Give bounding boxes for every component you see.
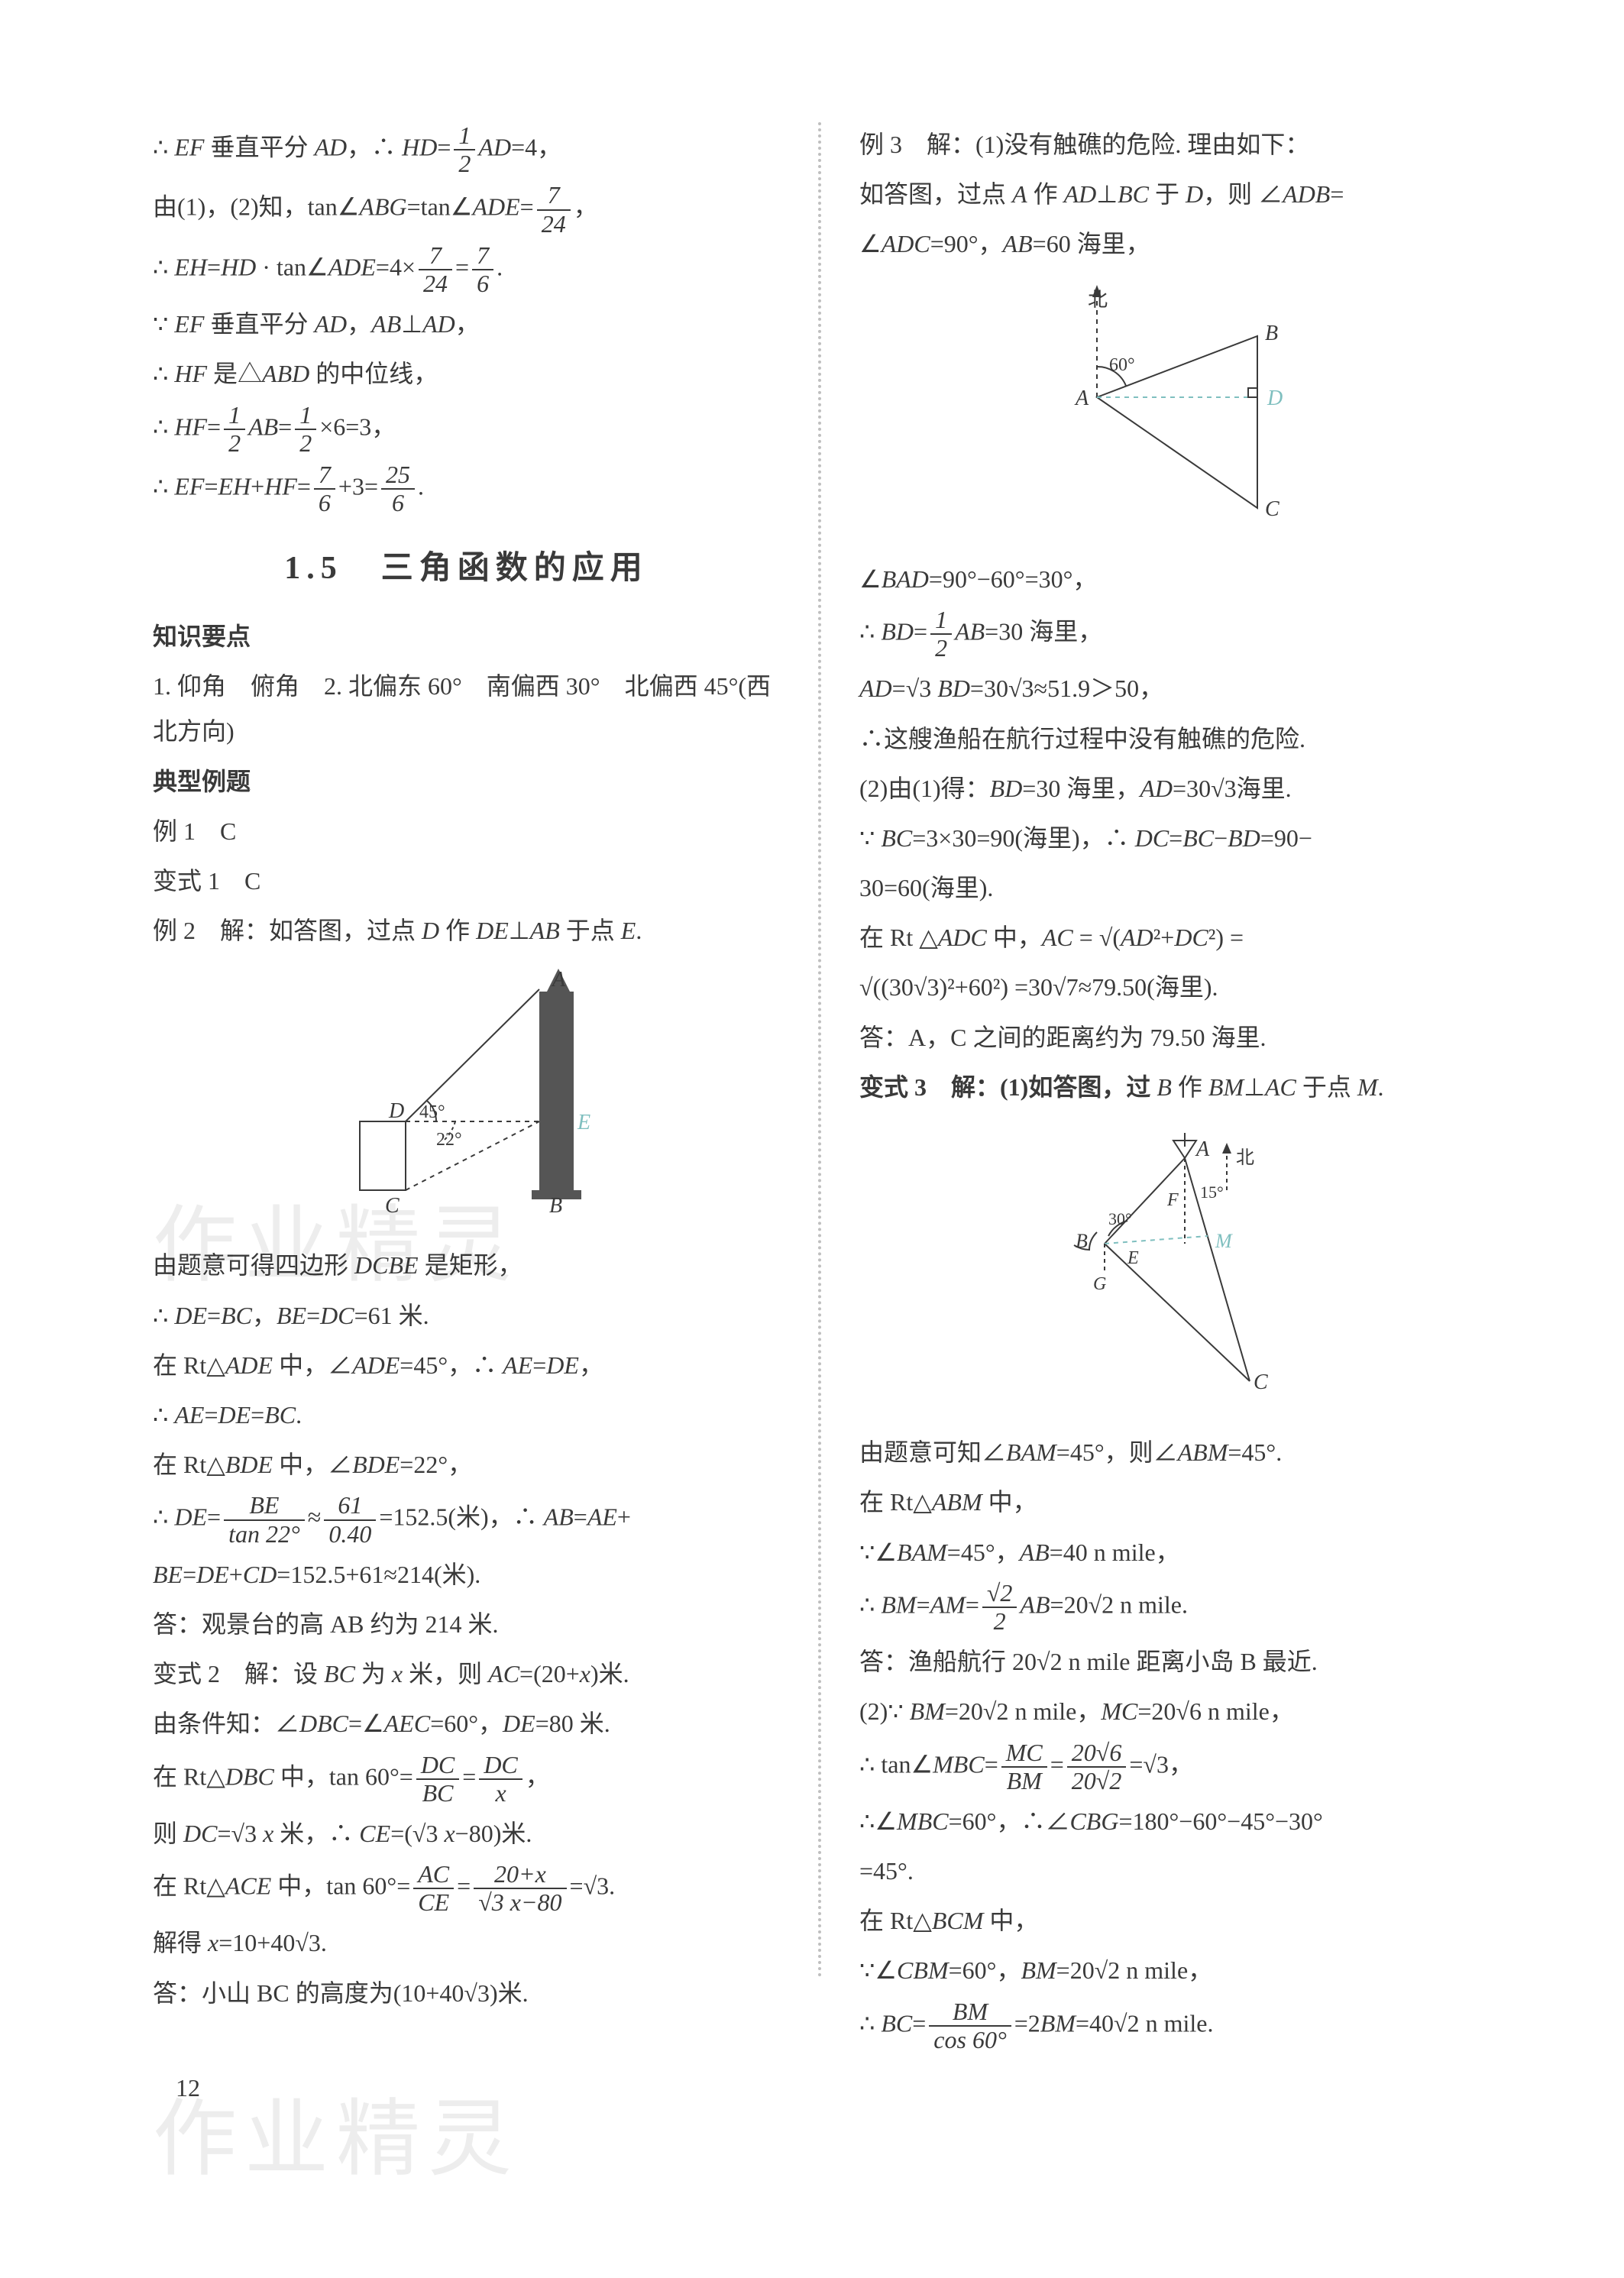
subsection-label: 典型例题 <box>153 759 780 804</box>
svg-text:E: E <box>577 1111 590 1134</box>
text-line: BE=DE+CD=152.5+61≈214(米). <box>153 1552 780 1597</box>
text-line: 则 DC=√3 x 米，∴ CE=(√3 x−80)米. <box>153 1811 780 1856</box>
text-line: ∵∠BAM=45°，AB=40 n mile， <box>859 1530 1487 1575</box>
svg-text:15°: 15° <box>1200 1183 1224 1202</box>
text-line: 例 2 解：如答图，过点 D 作 DE⊥AB 于点 E. <box>153 908 780 953</box>
watermark: 作业精灵 <box>153 2070 519 2192</box>
text-line: 30=60(海里). <box>859 866 1487 911</box>
svg-text:A: A <box>551 968 566 992</box>
text-line: ∠ADC=90°，AB=60 海里， <box>859 222 1487 267</box>
svg-text:B: B <box>1265 322 1278 345</box>
text-line: 例 3 解：(1)没有触礁的危险. 理由如下： <box>859 122 1487 167</box>
text-line: ∠BAD=90°−60°=30°， <box>859 557 1487 602</box>
subsection-label: 知识要点 <box>153 614 780 659</box>
text-line: ∴ tan∠MBC=MCBM=20√620√2=√3， <box>859 1739 1487 1794</box>
text-line: 在 Rt△BCM 中， <box>859 1898 1487 1943</box>
svg-text:北: 北 <box>1088 289 1108 311</box>
text-line: 由(1)，(2)知，tan∠ABG=tan∠ADE=724， <box>153 182 780 237</box>
text-line: √((30√3)²+60²) =30√7≈79.50(海里). <box>859 965 1487 1010</box>
text-line: ∴ HF=12AB=12×6=3， <box>153 402 780 457</box>
text-line: 由题意可知∠BAM=45°，则∠ABM=45°. <box>859 1430 1487 1475</box>
text-line: ∵∠CBM=60°，BM=20√2 n mile， <box>859 1948 1487 1993</box>
text-line: ∴ AE=DE=BC. <box>153 1393 780 1438</box>
text-line: ∴ EF=EH+HF=76+3=256. <box>153 461 780 516</box>
figure-tower: A D E C B 45° 22° <box>153 965 780 1231</box>
text-line: 在 Rt△ABM 中， <box>859 1480 1487 1525</box>
svg-text:北: 北 <box>1236 1147 1254 1168</box>
text-line: (2)∵ BM=20√2 n mile，MC=20√6 n mile， <box>859 1689 1487 1734</box>
svg-text:F: F <box>1166 1190 1179 1210</box>
svg-text:C: C <box>385 1194 400 1217</box>
text-line: 由条件知：∠DBC=∠AEC=60°，DE=80 米. <box>153 1701 780 1746</box>
svg-text:M: M <box>1215 1230 1233 1252</box>
text-line: ∴ BD=12AB=30 海里， <box>859 607 1487 662</box>
text-line: ∵ BC=3×30=90(海里)，∴ DC=BC−BD=90− <box>859 816 1487 861</box>
text-line: 在 Rt△ACE 中，tan 60°=ACCE=20+x√3 x−80=√3. <box>153 1861 780 1916</box>
figure-navigation: A 北 B C E F G M 30° 15° <box>859 1121 1487 1419</box>
text-line: 由题意可得四边形 DCBE 是矩形， <box>153 1243 780 1288</box>
right-column: 例 3 解：(1)没有触礁的危险. 理由如下： 如答图，过点 A 作 AD⊥BC… <box>859 122 1487 2032</box>
text-line: 在 Rt △ADC 中，AC = √(AD²+DC²) = <box>859 915 1487 960</box>
text-line: 变式 3 解：(1)如答图，过 B 作 BM⊥AC 于点 M. <box>859 1065 1487 1110</box>
text-line: AD=√3 BD=30√3≈51.9＞50， <box>859 666 1487 711</box>
svg-text:45°: 45° <box>419 1102 445 1122</box>
text-line: ∴ HF 是△ABD 的中位线， <box>153 351 780 396</box>
two-column-layout: ∴ EF 垂直平分 AD，∴ HD=12AD=4， 由(1)，(2)知，tan∠… <box>153 122 1487 2032</box>
svg-text:B: B <box>549 1194 562 1217</box>
text-line: =45°. <box>859 1849 1487 1894</box>
section-title: 1.5 三角函数的应用 <box>153 539 780 599</box>
text-line: ∴ EF 垂直平分 AD，∴ HD=12AD=4， <box>153 122 780 177</box>
svg-text:22°: 22° <box>436 1130 462 1150</box>
svg-text:E: E <box>1127 1248 1139 1268</box>
text-line: ∴ DE=BC，BE=DC=61 米. <box>153 1293 780 1338</box>
svg-text:G: G <box>1093 1274 1106 1294</box>
svg-text:D: D <box>388 1099 404 1123</box>
text-line: ∴ EH=HD · tan∠ADE=4×724=76. <box>153 242 780 297</box>
text-line: ∴这艘渔船在航行过程中没有触礁的危险. <box>859 717 1487 762</box>
svg-text:C: C <box>1265 497 1279 521</box>
text-line: 在 Rt△ADE 中，∠ADE=45°，∴ AE=DE， <box>153 1343 780 1388</box>
left-column: ∴ EF 垂直平分 AD，∴ HD=12AD=4， 由(1)，(2)知，tan∠… <box>153 122 780 2032</box>
text-line: 例 1 C <box>153 809 780 854</box>
text-line: 答：A，C 之间的距离约为 79.50 海里. <box>859 1015 1487 1060</box>
text-line: 变式 1 C <box>153 859 780 904</box>
text-line: ∴∠MBC=60°，∴∠CBG=180°−60°−45°−30° <box>859 1799 1487 1844</box>
svg-text:A: A <box>1074 387 1089 410</box>
text-line: 答：小山 BC 的高度为(10+40√3)米. <box>153 1971 780 2016</box>
page-number: 12 <box>176 2074 200 2102</box>
text-line: 答：渔船航行 20√2 n mile 距离小岛 B 最近. <box>859 1639 1487 1684</box>
text-line: ∴ BC=BMcos 60°=2BM=40√2 n mile. <box>859 1998 1487 2053</box>
column-divider <box>818 122 821 1979</box>
text-line: 在 Rt△BDE 中，∠BDE=22°， <box>153 1442 780 1487</box>
text-line: ∴ DE=BEtan 22°≈610.40=152.5(米)，∴ AB=AE+ <box>153 1492 780 1547</box>
svg-text:D: D <box>1267 387 1283 410</box>
text-line: 答：观景台的高 AB 约为 214 米. <box>153 1602 780 1647</box>
text-line: 1. 仰角 俯角 2. 北偏东 60° 南偏西 30° 北偏西 45°(西北方向… <box>153 664 780 754</box>
svg-text:30°: 30° <box>1108 1209 1132 1228</box>
text-line: 如答图，过点 A 作 AD⊥BC 于 D，则 ∠ADB= <box>859 172 1487 217</box>
svg-text:60°: 60° <box>1109 355 1135 375</box>
text-line: ∴ BM=AM=√22AB=20√2 n mile. <box>859 1580 1487 1635</box>
text-line: 变式 2 解：设 BC 为 x 米，则 AC=(20+x)米. <box>153 1652 780 1697</box>
svg-text:C: C <box>1254 1370 1268 1394</box>
text-line: 解得 x=10+40√3. <box>153 1920 780 1966</box>
text-line: (2)由(1)得：BD=30 海里，AD=30√3海里. <box>859 766 1487 811</box>
text-line: 在 Rt△DBC 中，tan 60°=DCBC=DCx， <box>153 1752 780 1807</box>
figure-triangle-north: 北 60° A B C D <box>859 279 1487 545</box>
svg-text:A: A <box>1195 1137 1210 1161</box>
text-line: ∵ EF 垂直平分 AD，AB⊥AD， <box>153 302 780 347</box>
